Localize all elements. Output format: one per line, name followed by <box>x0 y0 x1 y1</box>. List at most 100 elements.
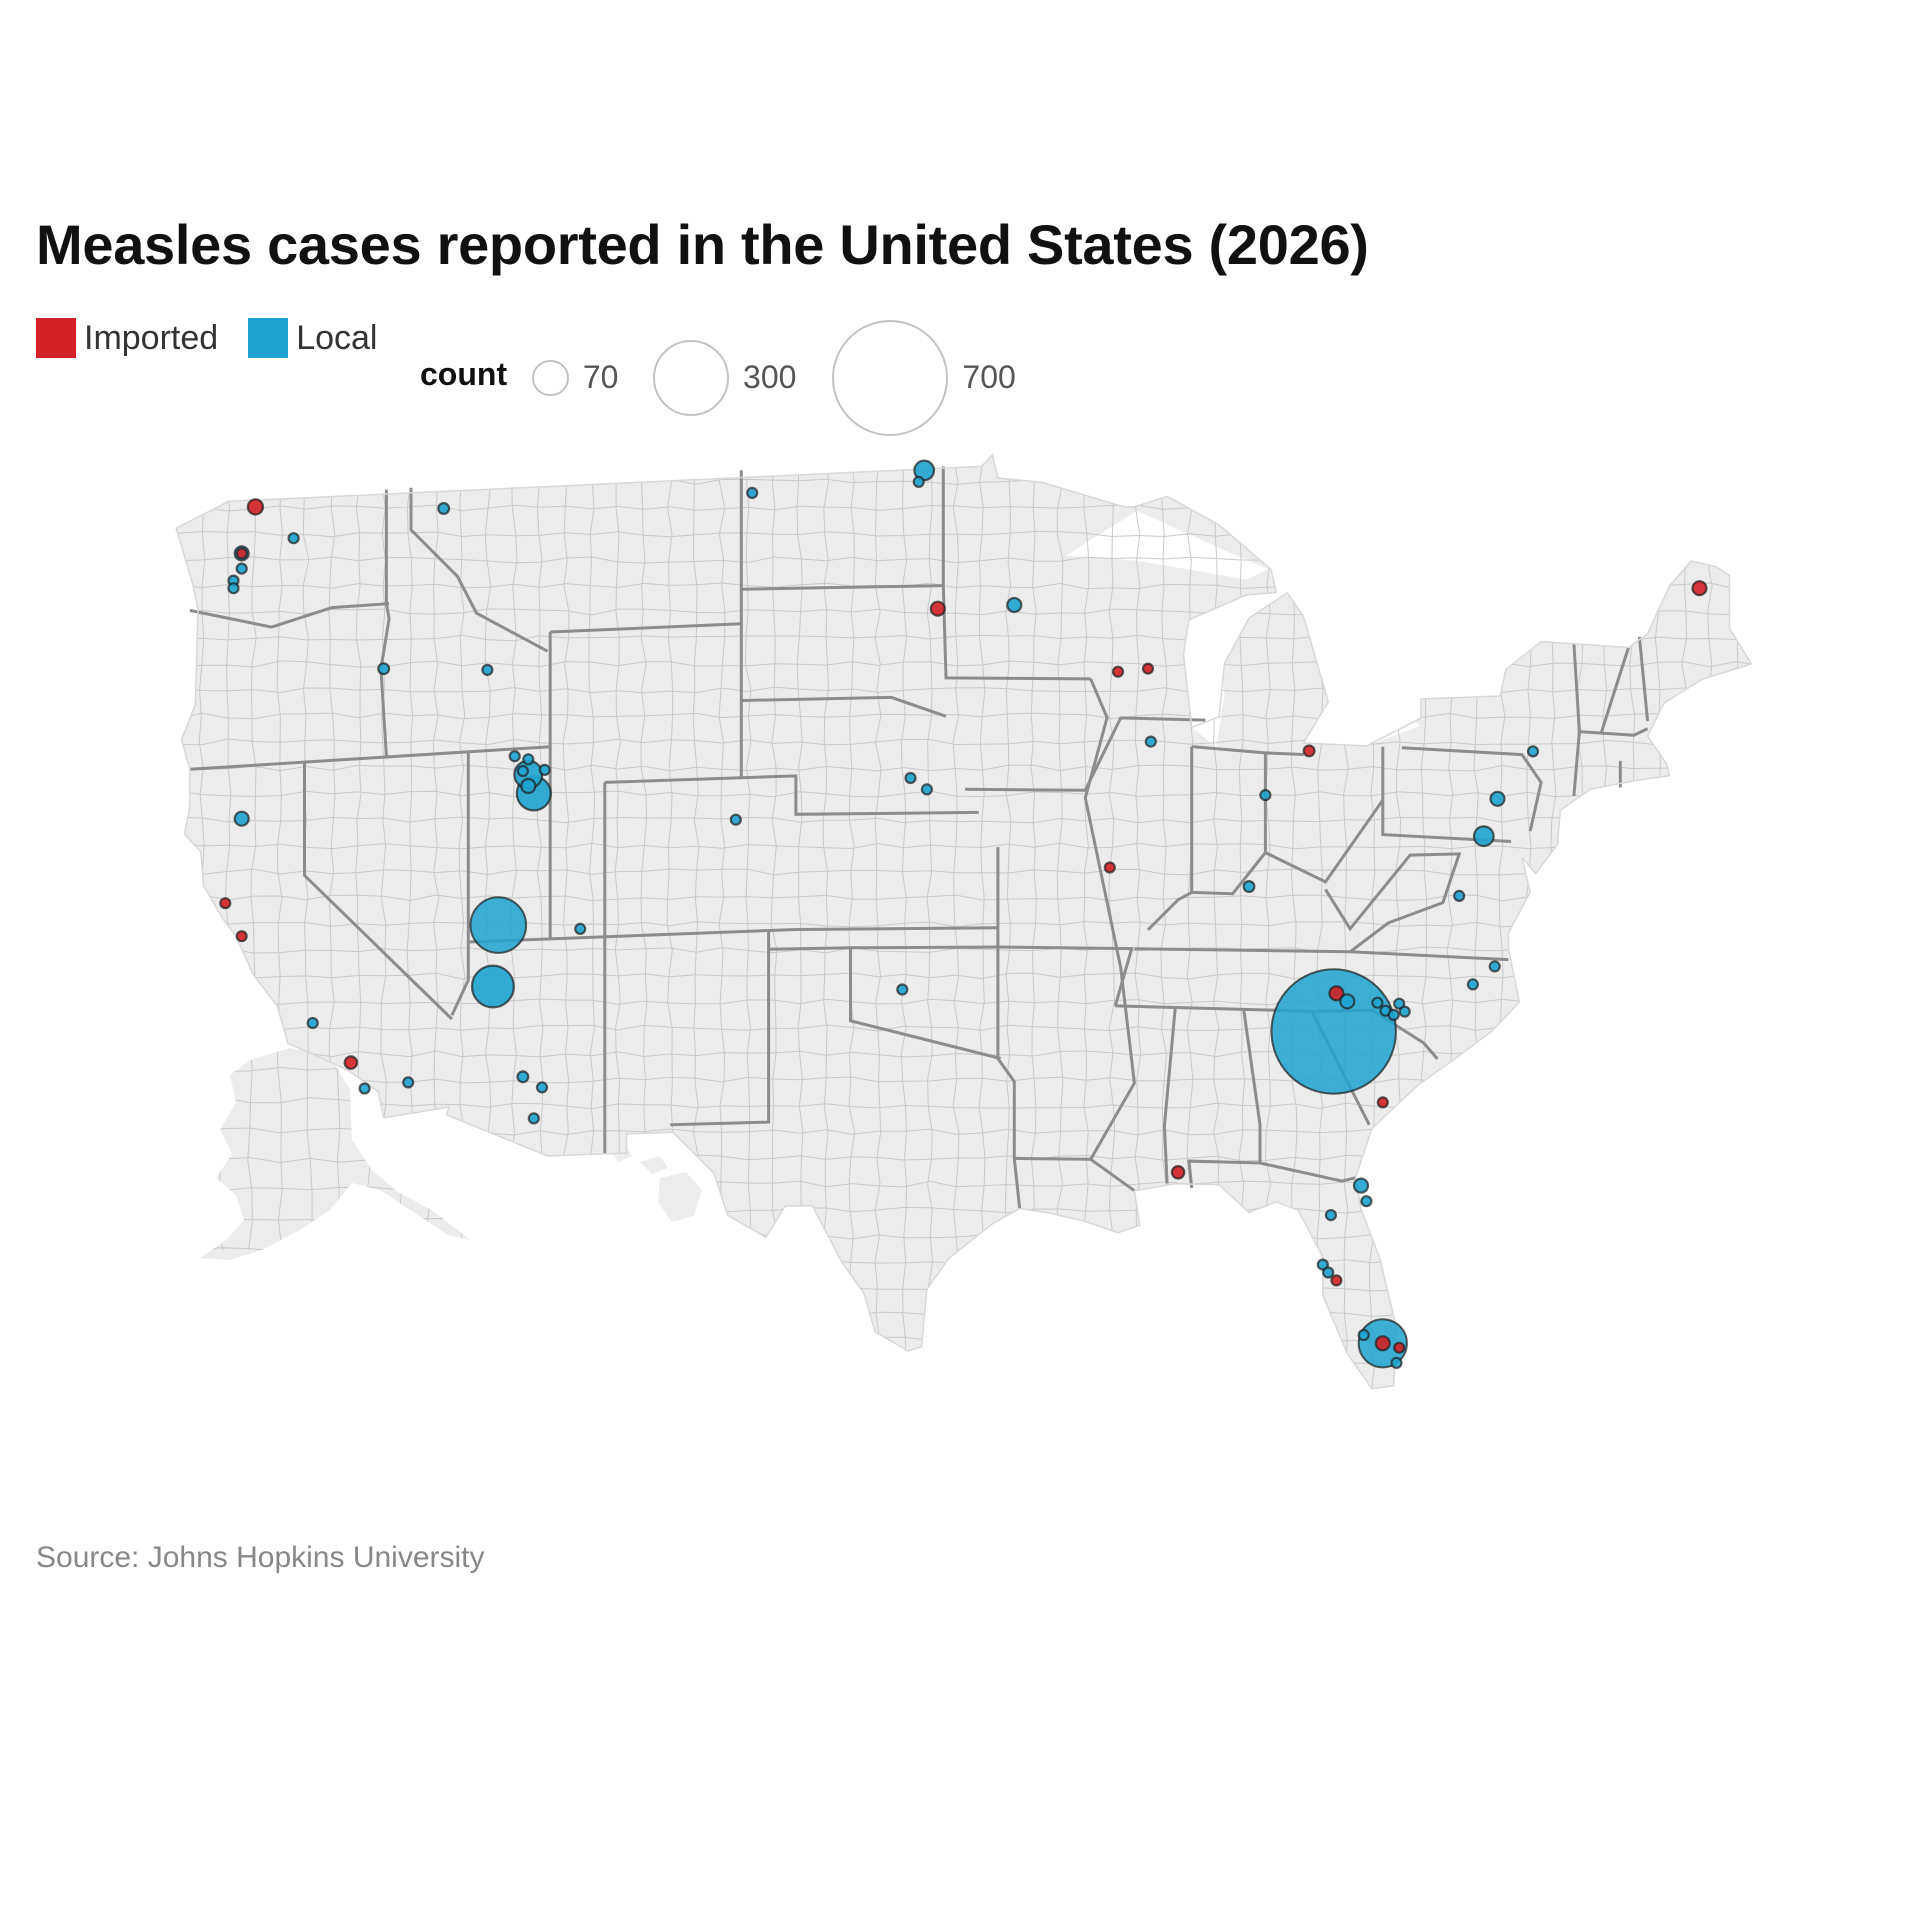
state-border <box>670 930 771 1127</box>
case-bubble-local[interactable] <box>1526 745 1540 758</box>
state-border <box>1264 799 1385 884</box>
case-bubble-local[interactable] <box>1324 1208 1338 1222</box>
case-bubble-local[interactable] <box>527 1112 540 1125</box>
case-bubble-local[interactable] <box>1144 735 1157 748</box>
case-bubble-local[interactable] <box>1398 1005 1411 1018</box>
case-bubble-imported[interactable] <box>1328 985 1345 1002</box>
case-bubble-local[interactable] <box>358 1082 371 1095</box>
case-bubble-local[interactable] <box>1259 789 1272 802</box>
case-bubble-local[interactable] <box>1242 880 1256 894</box>
case-bubble-imported[interactable] <box>1393 1341 1406 1354</box>
state-border <box>1191 752 1267 896</box>
state-border <box>1381 746 1512 843</box>
case-bubble-local[interactable] <box>538 763 551 776</box>
size-legend-label-300: 300 <box>743 359 797 395</box>
alaska-landmass <box>200 1048 470 1260</box>
size-legend-circle-700 <box>832 319 949 437</box>
case-bubble-local[interactable] <box>1316 1258 1329 1271</box>
case-bubble-imported[interactable] <box>1170 1164 1186 1180</box>
state-border <box>604 774 979 816</box>
case-bubble-local[interactable] <box>904 771 917 785</box>
case-bubble-imported[interactable] <box>343 1055 359 1070</box>
legend-label-local: Local <box>296 318 378 357</box>
case-bubble-local[interactable] <box>516 764 530 778</box>
case-bubble-local[interactable] <box>1472 825 1495 848</box>
case-bubble-local[interactable] <box>522 753 535 766</box>
state-border <box>1191 745 1304 756</box>
case-bubble-local[interactable] <box>233 810 250 827</box>
case-bubble-local[interactable] <box>470 964 515 1009</box>
source-note: Source: Johns Hopkins University <box>36 1541 485 1574</box>
case-bubble-local[interactable] <box>1488 960 1501 973</box>
case-bubble-imported[interactable] <box>1330 1274 1343 1287</box>
case-bubble-local[interactable] <box>520 777 537 795</box>
great-lakes <box>1066 510 1421 748</box>
case-bubble-local[interactable] <box>535 1081 549 1094</box>
size-legend-label-700: 700 <box>962 359 1016 395</box>
case-bubble-imported[interactable] <box>1141 662 1155 675</box>
case-bubble-imported[interactable] <box>246 498 265 516</box>
state-border <box>941 466 1091 681</box>
case-bubble-local[interactable] <box>1339 993 1356 1010</box>
case-bubble-local[interactable] <box>377 662 391 676</box>
state-border <box>379 489 391 757</box>
case-bubble-local[interactable] <box>1006 596 1023 614</box>
case-bubble-local[interactable] <box>574 922 587 935</box>
case-bubble-local[interactable] <box>1360 1195 1373 1208</box>
case-bubble-imported[interactable] <box>1111 665 1125 678</box>
case-bubble-imported[interactable] <box>1374 1335 1391 1352</box>
case-bubble-local[interactable] <box>1322 1266 1335 1279</box>
state-border <box>303 761 453 1021</box>
case-bubble-local[interactable] <box>481 663 494 676</box>
case-bubble-imported[interactable] <box>219 897 232 910</box>
case-bubble-local[interactable] <box>402 1076 415 1089</box>
case-bubble-local[interactable] <box>1453 889 1466 902</box>
case-bubble-local[interactable] <box>235 562 248 575</box>
case-bubble-local[interactable] <box>920 783 934 796</box>
case-bubble-local[interactable] <box>508 750 521 763</box>
state-border <box>965 716 1206 792</box>
legend-item-imported[interactable]: Imported <box>36 318 218 358</box>
coastline <box>175 453 1753 1390</box>
case-bubble-imported[interactable] <box>235 930 248 943</box>
legend-item-local[interactable]: Local <box>248 318 377 358</box>
case-bubble-imported[interactable] <box>1103 861 1116 874</box>
state-border <box>1572 643 1581 797</box>
case-bubble-local[interactable] <box>287 532 300 545</box>
case-bubble-imported[interactable] <box>1376 1096 1389 1109</box>
state-border <box>450 751 470 1016</box>
legend-swatch-local <box>248 318 289 358</box>
state-border <box>189 602 390 629</box>
state-borders <box>175 453 1753 1390</box>
size-legend: count 70 300 700 <box>420 312 1060 446</box>
state-border <box>1599 647 1630 734</box>
case-bubble-local[interactable] <box>1393 997 1406 1010</box>
state-border <box>1324 852 1462 953</box>
case-bubble-imported[interactable] <box>235 547 248 560</box>
case-bubble-local[interactable] <box>306 1016 319 1030</box>
case-bubble-imported[interactable] <box>1302 744 1316 758</box>
case-bubble-local[interactable] <box>1371 996 1384 1009</box>
case-bubble-local[interactable] <box>896 983 909 996</box>
case-bubble-local[interactable] <box>912 475 925 488</box>
case-bubble-local[interactable] <box>1357 1328 1370 1342</box>
case-bubble-local[interactable] <box>227 582 240 595</box>
case-bubble-local[interactable] <box>469 896 528 954</box>
case-bubble-local[interactable] <box>1270 968 1397 1095</box>
case-bubble-local[interactable] <box>729 813 742 826</box>
case-bubble-local[interactable] <box>437 501 451 515</box>
case-bubble-local[interactable] <box>516 1070 530 1084</box>
case-bubble-local[interactable] <box>1489 790 1506 807</box>
state-border <box>741 584 944 591</box>
case-bubble-imported[interactable] <box>1691 580 1708 597</box>
case-bubble-imported[interactable] <box>929 600 946 617</box>
state-border <box>850 945 1004 950</box>
state-border <box>1579 727 1649 737</box>
state-border <box>741 695 947 718</box>
case-bubble-local[interactable] <box>1352 1177 1370 1194</box>
case-bubble-local[interactable] <box>1466 978 1480 991</box>
case-bubble-local[interactable] <box>1387 1008 1400 1022</box>
case-bubble-local[interactable] <box>1390 1356 1403 1370</box>
case-bubble-local[interactable] <box>746 486 759 500</box>
us-county-map[interactable] <box>0 450 1920 1500</box>
